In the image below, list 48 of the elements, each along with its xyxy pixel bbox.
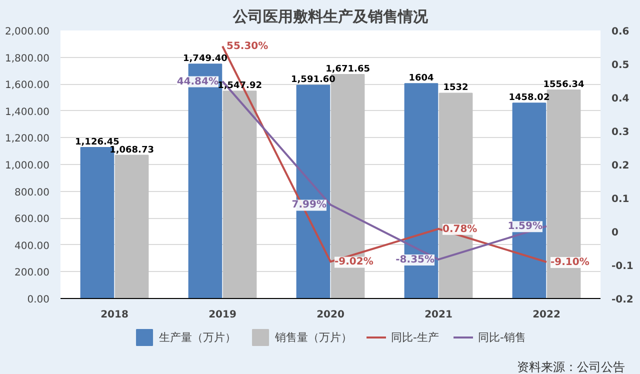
y-tick-label: 1,600.00 (4, 80, 50, 92)
y2-tick-label: 0.3 (612, 127, 630, 138)
y-tick-label: 200.00 (14, 268, 50, 279)
x-tick-label: 2018 (100, 310, 128, 320)
data-label: 1556.34 (543, 80, 584, 90)
legend-label: 同比-生产 (391, 330, 439, 344)
y2-tick-label: -0.1 (612, 261, 634, 272)
bar (114, 154, 149, 298)
text: 资料来源：公司公告 (517, 359, 625, 374)
data-label: 1,671.65 (326, 64, 370, 74)
y-tick-label: 0.00 (27, 294, 50, 306)
data-label: 7.99% (292, 200, 327, 211)
y2-tick-label: 0.6 (612, 26, 630, 38)
x-tick-label: 2021 (424, 310, 452, 320)
data-label: 1458.02 (508, 93, 550, 104)
y-tick-label: 400.00 (14, 240, 50, 252)
legend-label: 生产量（万片） (159, 330, 236, 344)
y-tick-label: 2,000.00 (4, 26, 50, 38)
y-tick-label: 1,800.00 (4, 53, 50, 64)
chart-title: 公司医用敷料生产及销售情况 (232, 8, 429, 26)
data-label: 1604 (408, 74, 434, 84)
data-label: -9.02% (334, 256, 374, 268)
y2-tick-label: 0.1 (612, 194, 630, 205)
y2-tick-label: 0.4 (612, 94, 630, 104)
legend-label: 销售量（万片） (275, 330, 352, 344)
data-label: 0.78% (442, 224, 478, 235)
data-label: -8.35% (396, 254, 434, 266)
y2-tick-label: 0 (612, 228, 618, 238)
data-label: 1.59% (508, 221, 543, 232)
data-label: 1,749.40 (183, 54, 228, 64)
y2-tick-label: 0.5 (612, 60, 630, 71)
bar (222, 90, 257, 298)
x-tick-label: 2020 (316, 310, 344, 320)
data-label: 1,591.60 (291, 75, 336, 86)
x-tick-label: 2022 (532, 310, 560, 320)
data-label: 44.84% (176, 76, 219, 88)
y-tick-label: 600.00 (14, 214, 50, 226)
y2-tick-label: 0.2 (612, 160, 630, 172)
data-label: -9.10% (550, 256, 590, 268)
y-tick-label: 800.00 (14, 187, 50, 198)
data-label: 1532 (443, 83, 468, 94)
y-tick-label: 1,400.00 (4, 106, 50, 118)
data-label: 55.30% (226, 41, 268, 52)
y-tick-label: 1,000.00 (4, 160, 50, 172)
x-tick-label: 2019 (208, 310, 236, 320)
legend-label: 同比-销售 (478, 330, 526, 344)
y2-tick-label: -0.2 (612, 294, 634, 306)
y-tick-label: 1,200.00 (4, 134, 50, 145)
